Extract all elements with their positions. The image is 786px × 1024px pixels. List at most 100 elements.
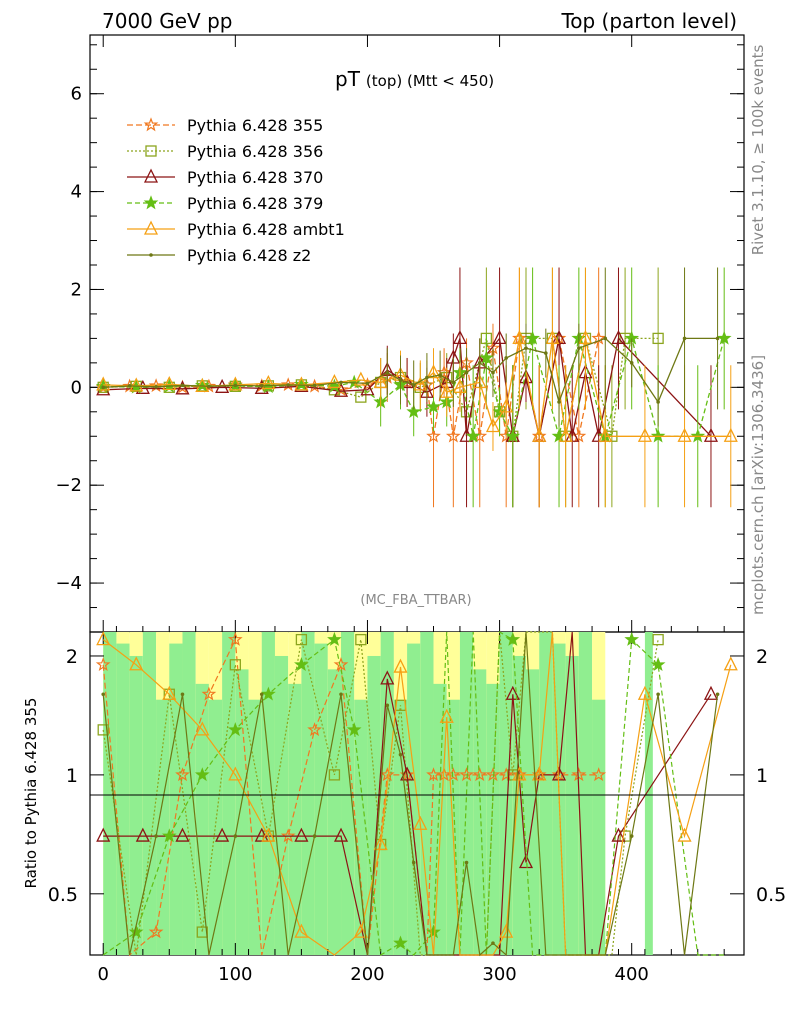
marker-triangle [505,685,520,700]
marker-triangle [228,376,243,391]
marker-triangle [353,371,368,386]
marker-triangle [162,375,177,391]
header-right: Top (parton level) [560,9,737,33]
marker-triangle [472,373,487,389]
ratio-y-tick-label-right: 1 [756,765,768,787]
marker-dot [312,834,317,838]
marker-square [355,391,367,403]
ratio-y-tick-label-right: 2 [756,646,768,668]
marker-triangle [532,427,547,442]
x-tick-label: 0 [97,964,108,985]
ratio-y-tick-label: 1 [66,765,78,787]
marker-triangle [677,827,692,842]
marker-star [194,377,210,392]
ratio-y-tick-label-right: 0.5 [756,884,786,906]
ratio-band-green [592,699,606,955]
marker-star [227,631,243,646]
marker-triangle [598,427,613,442]
marker-square [652,332,664,345]
marker-triangle [703,427,719,442]
main-series-group [95,267,738,508]
series-line [103,335,725,439]
marker-dot [398,378,403,382]
marker-dot [577,346,581,350]
ratio-band-green [129,655,143,955]
ratio-band-green [327,669,342,955]
ratio-band-green [222,632,236,955]
marker-triangle [175,827,190,842]
marker-triangle [545,329,560,345]
marker-dot [464,370,469,375]
marker-star [143,195,159,210]
main-axes: −4 −2 0 2 4 6 [55,35,744,633]
ratio-band-green [354,699,368,955]
marker-triangle [96,376,111,391]
marker-triangle [96,827,111,842]
marker-triangle [611,827,626,842]
main-y-tick-label: 0 [71,377,82,398]
marker-triangle [143,220,159,235]
ratio-band-green [407,643,421,955]
marker-star [551,767,567,782]
marker-dot [656,692,660,697]
marker-dot [259,692,264,697]
marker-star [624,631,640,646]
marker-dot [425,375,429,380]
marker-dot [715,692,720,697]
ratio-band-green [565,655,579,955]
marker-dot [339,692,343,697]
x-tick-label: 300 [482,964,516,985]
ratio-band-green [195,683,209,955]
marker-dot [180,692,185,697]
marker-star [327,631,342,646]
marker-triangle [413,815,428,830]
marker-triangle [333,827,349,842]
marker-dot [656,400,660,404]
marker-triangle [723,656,738,671]
marker-triangle [518,854,534,869]
marker-triangle [129,377,144,392]
ratio-band-green [420,632,434,955]
marker-triangle [294,376,309,391]
legend-label: Pythia 6.428 ambt1 [187,220,345,239]
marker-star [280,828,296,843]
marker-star [465,428,481,443]
plot-title-main: pT [335,67,361,91]
marker-dot [154,834,158,838]
marker-dot [365,381,370,386]
x-tick-label: 400 [615,964,649,985]
legend-label: Pythia 6.428 370 [187,168,323,187]
marker-dot [603,336,608,341]
marker-star [505,631,521,646]
marker-triangle [96,631,111,646]
marker-star [426,399,441,414]
marker-triangle [413,376,428,391]
marker-dot [491,941,495,945]
ratio-y-tick-label: 0.5 [48,884,78,906]
main-y-tick-label: 4 [71,182,82,203]
marker-star [445,428,461,443]
ratio-series-group [95,630,738,957]
marker-dot [312,383,317,388]
marker-star [148,924,164,939]
marker-square [229,659,241,671]
ratio-y-label: Ratio to Pythia 6.428 355 [22,698,40,889]
marker-dot [385,703,390,708]
watermark-analysis: (MC_FBA_TTBAR) [360,593,471,608]
ratio-band-green [393,699,408,955]
legend: Pythia 6.428 355 Pythia 6.428 356 Pythia 6… [127,116,345,265]
ratio-band-green [182,632,196,955]
marker-star [346,722,362,737]
marker-star [525,330,540,345]
marker-dot [385,370,390,375]
marker-star [143,117,159,132]
marker-triangle [215,827,230,842]
marker-triangle [162,685,177,700]
legend-label: Pythia 6.428 356 [187,142,323,161]
marker-star [161,828,177,843]
ratio-uncertainty-bands [103,632,653,955]
marker-triangle [261,374,276,390]
marker-dot [544,351,548,355]
marker-triangle [353,923,368,938]
marker-triangle [492,329,507,345]
